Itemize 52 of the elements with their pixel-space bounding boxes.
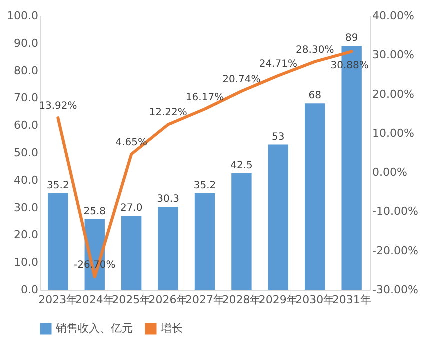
bar [48,194,68,290]
y2-tick-label: 20.00% [372,88,414,101]
data-label: 35.2 [194,180,216,192]
data-label: 27.0 [120,203,143,214]
y-tick-label: 100.0 [7,10,38,22]
y-tick-label: 40.0 [14,174,38,187]
bar [268,144,289,290]
y-tick-label: 60.0 [14,119,38,132]
x-tick-label: 2025年 [112,294,152,306]
bar [232,174,252,290]
y2-tick-label: -10.00% [372,205,418,218]
data-label: 89 [345,33,358,44]
y-tick-label: 70.0 [14,92,38,105]
data-label: 53 [272,132,285,143]
bar [194,194,216,290]
x-tick-label: 2026年 [148,294,188,306]
data-label: 12.22% [149,108,188,119]
y2-tick-label: 0.00% [372,166,408,180]
y-tick-label: 90.0 [14,36,38,50]
data-label: 35.2 [47,180,70,192]
x-tick-label: 2031年 [332,294,372,306]
y2-tick-label: -20.00% [372,244,418,258]
y-tick-label: 10.0 [14,256,38,270]
y-tick-label: 30.0 [14,201,38,214]
data-label: 16.17% [186,92,224,104]
legend-label: 增长 [160,322,183,335]
x-tick-label: 2024年 [75,294,114,306]
x-tick-label: 2029年 [258,294,298,306]
bar [305,104,326,290]
data-label: 42.5 [230,160,253,172]
data-label: 20.74% [222,74,261,86]
y2-tick-label: -30.00% [372,284,418,296]
x-tick-label: 2027年 [186,294,224,306]
y-tick-label: 50.0 [14,146,38,160]
y2-tick-label: 10.00% [372,126,414,140]
data-label: 13.92% [39,101,78,112]
data-label: 24.71% [259,58,298,70]
data-label: 68 [308,90,322,102]
data-label: 25.8 [84,206,106,218]
legend-label: 销售收入、亿元 [55,322,133,335]
data-label: 30.3 [157,194,180,205]
x-tick-label: 2030年 [296,294,335,306]
y2-tick-label: 30.00% [372,48,414,62]
y-tick-label: 80.0 [14,64,38,78]
y-tick-label: 0.0 [21,284,38,296]
y2-tick-label: 40.00% [372,10,414,22]
bar [121,216,142,290]
x-tick-label: 2028年 [222,294,262,306]
data-label: 28.30% [296,44,334,56]
x-tick-label: 2023年 [38,294,78,306]
bar [158,206,178,290]
y-tick-label: 20.0 [14,228,38,242]
